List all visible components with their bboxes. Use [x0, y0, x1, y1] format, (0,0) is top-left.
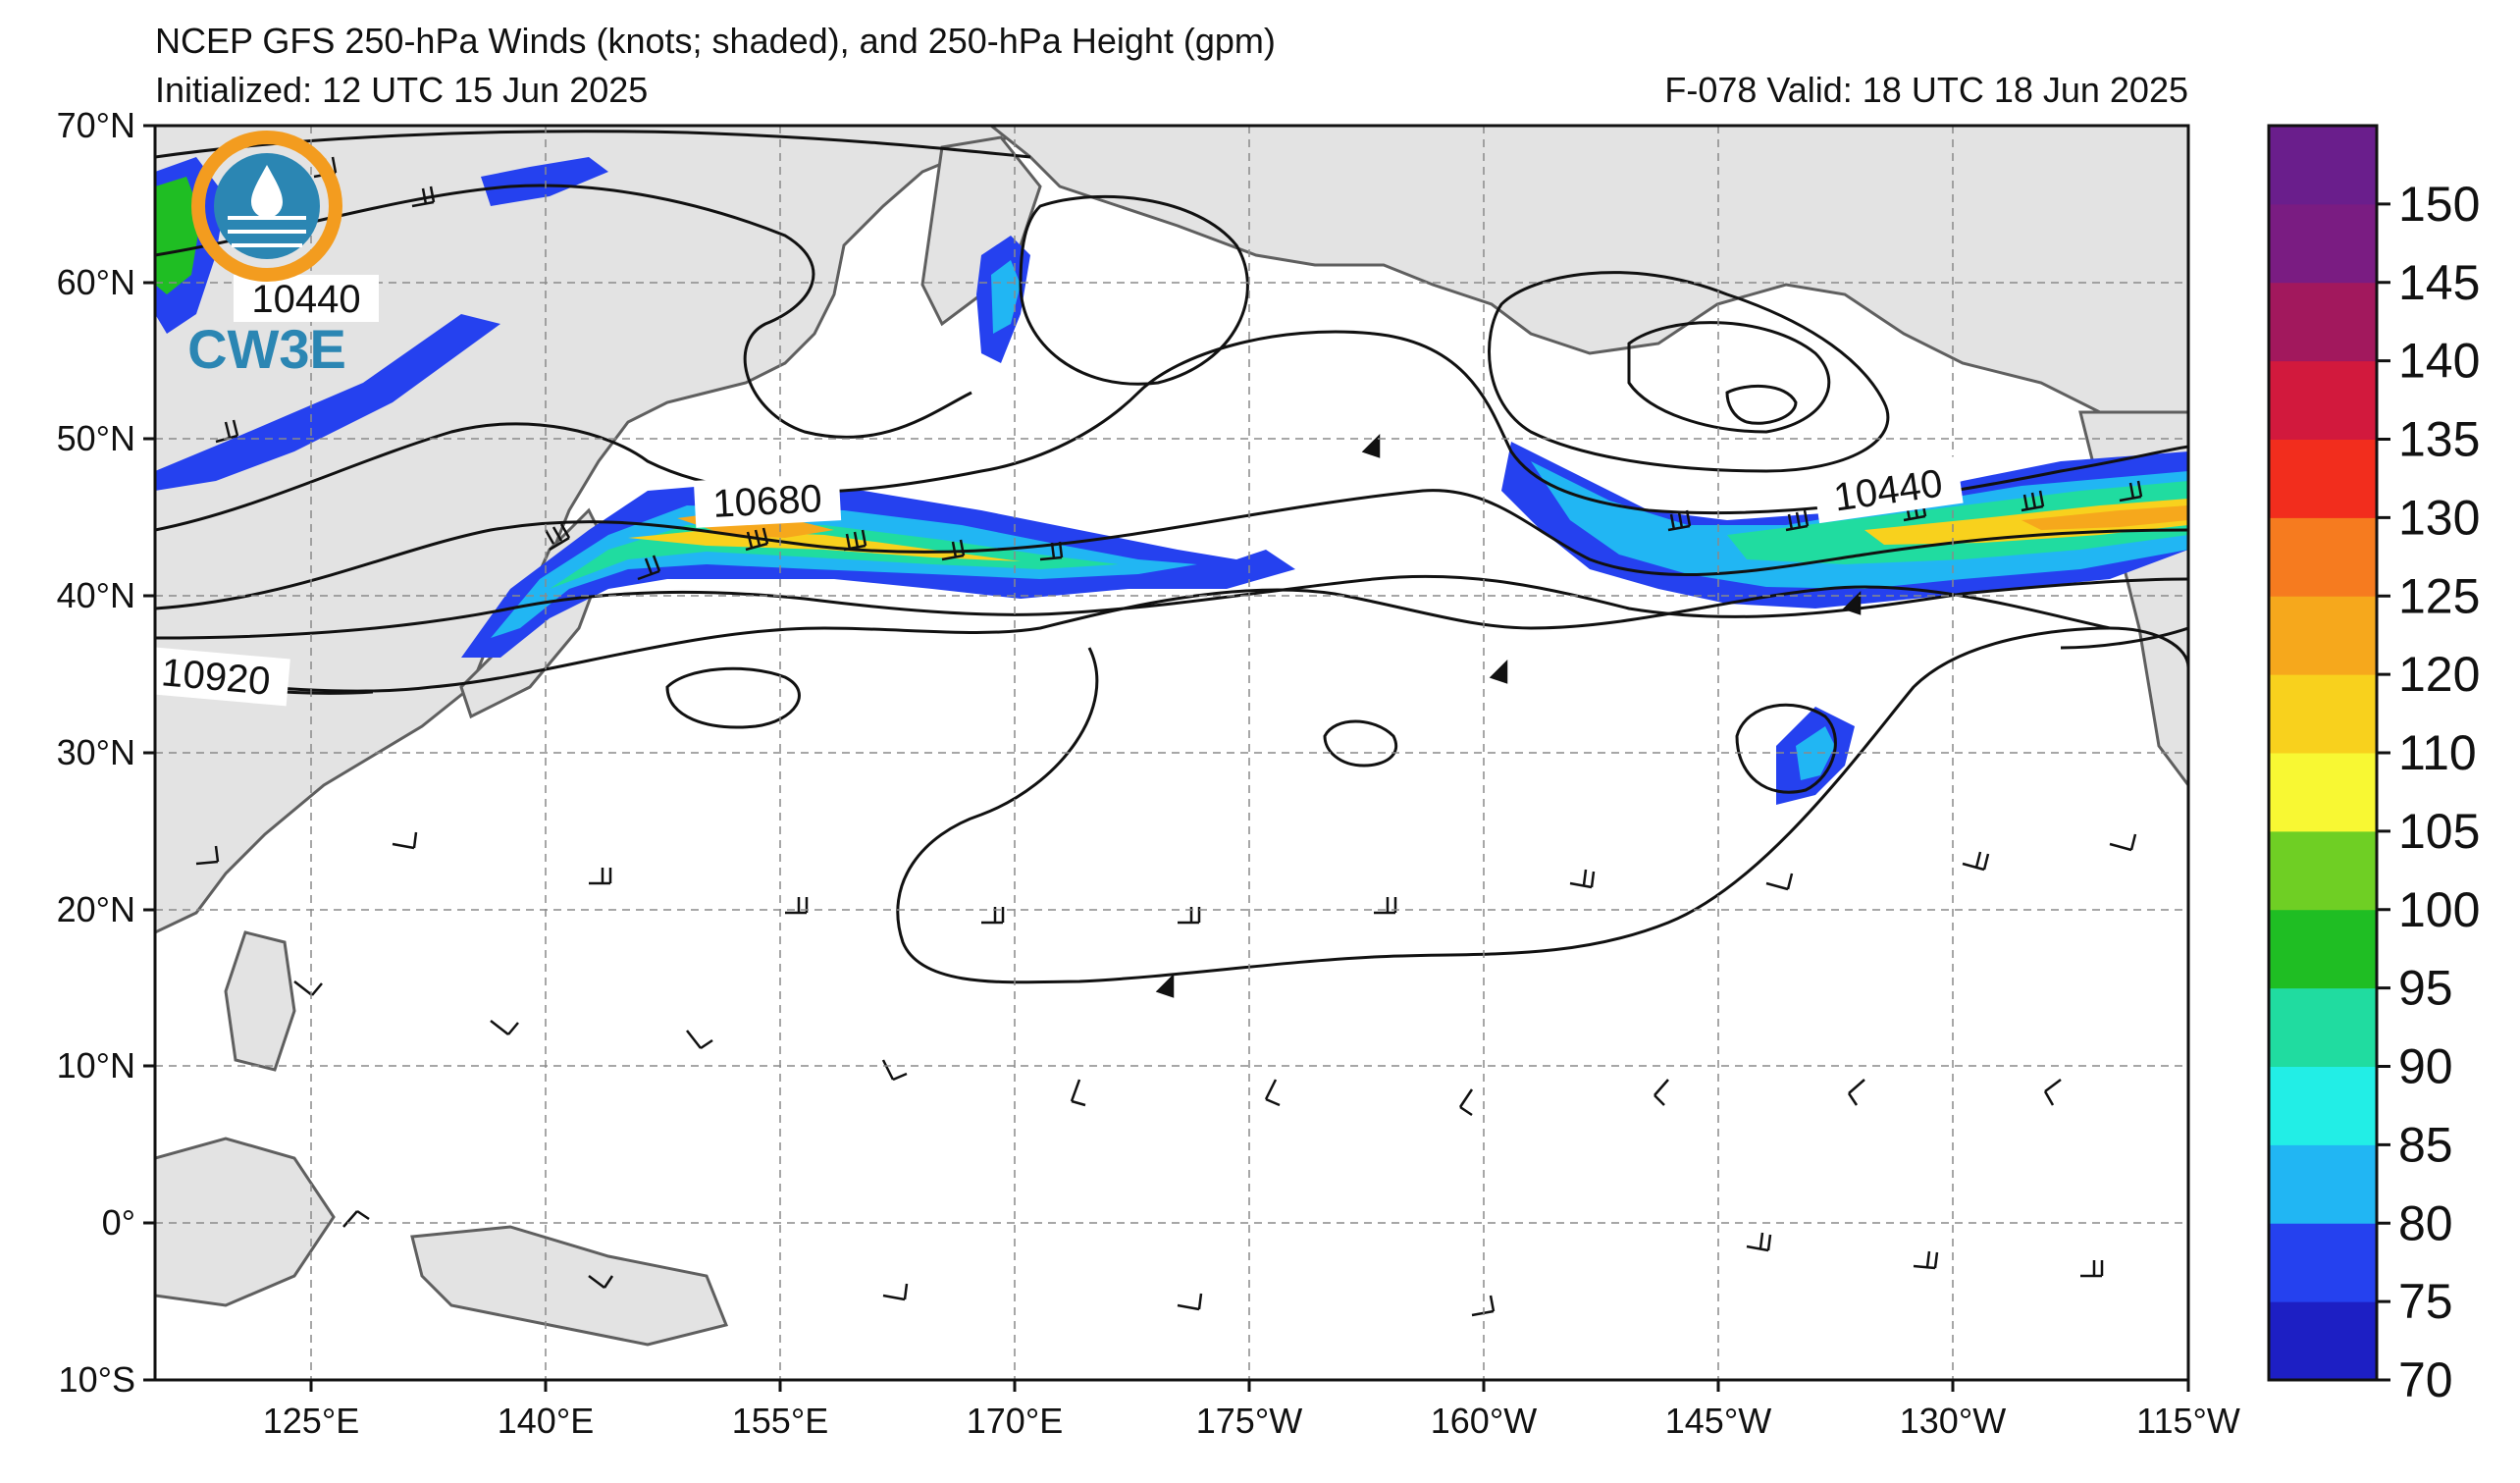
- borneo-indonesia: [155, 1137, 336, 1307]
- lon-label: 145°W: [1665, 1401, 1771, 1441]
- logo-text: CW3E: [187, 318, 346, 380]
- lat-label: 70°N: [57, 105, 135, 145]
- colorbar-tick-label: 105: [2398, 804, 2480, 859]
- lon-label: 155°E: [732, 1401, 828, 1441]
- contour-label-2: 10680: [711, 477, 822, 526]
- colorbar-tick-label: 110: [2398, 725, 2477, 780]
- map-panel: 10440 10680 10440 10920 CW3E: [155, 126, 2188, 1380]
- title-line-2: Initialized: 12 UTC 15 Jun 2025: [155, 70, 648, 110]
- colorbar-segment: [2269, 126, 2377, 205]
- colorbar-tick-label: 70: [2398, 1352, 2453, 1407]
- colorbar-segment: [2269, 1301, 2377, 1381]
- lat-label: 20°N: [57, 889, 135, 929]
- height-contours: [155, 130, 2188, 984]
- colorbar-tick-label: 120: [2398, 647, 2480, 702]
- colorbar-tick-label: 140: [2398, 334, 2480, 389]
- colorbar-segment: [2269, 596, 2377, 675]
- colorbar-segment: [2269, 674, 2377, 754]
- colorbar-tick-label: 125: [2398, 568, 2480, 623]
- lon-label: 160°W: [1431, 1401, 1537, 1441]
- colorbar: 70 75 80 85 90 95 100 105 110 120 125 130 135 140 145 1…: [2267, 124, 2480, 1407]
- new-guinea: [410, 1225, 729, 1347]
- colorbar-tick-label: 90: [2398, 1039, 2453, 1094]
- philippines: [224, 930, 296, 1072]
- colorbar-segment: [2269, 987, 2377, 1067]
- colorbar-tick-label: 95: [2398, 961, 2453, 1016]
- lat-lon-grid: [155, 126, 2188, 1380]
- valid-time: F-078 Valid: 18 UTC 18 Jun 2025: [1664, 70, 2188, 110]
- lat-label: 50°N: [57, 418, 135, 458]
- colorbar-segment: [2269, 1144, 2377, 1224]
- lon-labels: 125°E 140°E 155°E 170°E 175°W 160°W 145°…: [263, 1401, 2240, 1441]
- colorbar-segment: [2269, 439, 2377, 518]
- contour-labels: 10440 10680 10440 10920: [155, 275, 1964, 707]
- colorbar-segment: [2269, 517, 2377, 597]
- colorbar-segment: [2269, 282, 2377, 362]
- lon-label: 130°W: [1900, 1401, 2006, 1441]
- colorbar-segment: [2269, 1223, 2377, 1302]
- land-masses: [155, 126, 2188, 1347]
- lat-label: 30°N: [57, 732, 135, 772]
- colorbar-segment: [2269, 830, 2377, 911]
- lon-label: 115°W: [2136, 1401, 2240, 1441]
- colorbar-tick-label: 130: [2398, 490, 2480, 545]
- lat-labels: 70°N 60°N 50°N 40°N 30°N 20°N 10°N 0° 10…: [57, 105, 135, 1400]
- colorbar-tick-label: 150: [2398, 177, 2480, 232]
- colorbar-tick-label: 80: [2398, 1195, 2453, 1250]
- lon-label: 140°E: [498, 1401, 594, 1441]
- lat-label: 40°N: [57, 575, 135, 615]
- asia-landmass: [155, 126, 1041, 934]
- colorbar-segment: [2269, 909, 2377, 989]
- lon-label: 175°W: [1196, 1401, 1302, 1441]
- colorbar-segment: [2269, 753, 2377, 832]
- wind-shading: [155, 157, 2188, 805]
- contour-label-4: 10920: [160, 651, 273, 704]
- colorbar-tick-label: 85: [2398, 1117, 2453, 1172]
- colorbar-segment: [2269, 203, 2377, 284]
- lat-label: 0°: [102, 1202, 135, 1243]
- title-line-1: NCEP GFS 250-hPa Winds (knots; shaded), …: [155, 21, 1276, 61]
- lon-label: 125°E: [263, 1401, 359, 1441]
- colorbar-segment: [2269, 360, 2377, 440]
- colorbar-tick-label: 75: [2398, 1274, 2453, 1329]
- colorbar-tick-label: 100: [2398, 882, 2480, 937]
- colorbar-tick-label: 145: [2398, 255, 2480, 310]
- lat-label: 10°S: [59, 1359, 135, 1400]
- lat-label: 60°N: [57, 262, 135, 302]
- contour-label-1: 10440: [251, 278, 360, 321]
- colorbar-tick-label: 135: [2398, 412, 2480, 467]
- lat-label: 10°N: [57, 1045, 135, 1086]
- lon-label: 170°E: [967, 1401, 1063, 1441]
- colorbar-segment: [2269, 1066, 2377, 1145]
- cw3e-logo: CW3E: [187, 131, 346, 380]
- lon-ticks: [309, 1380, 2190, 1392]
- lat-ticks: [143, 124, 155, 1382]
